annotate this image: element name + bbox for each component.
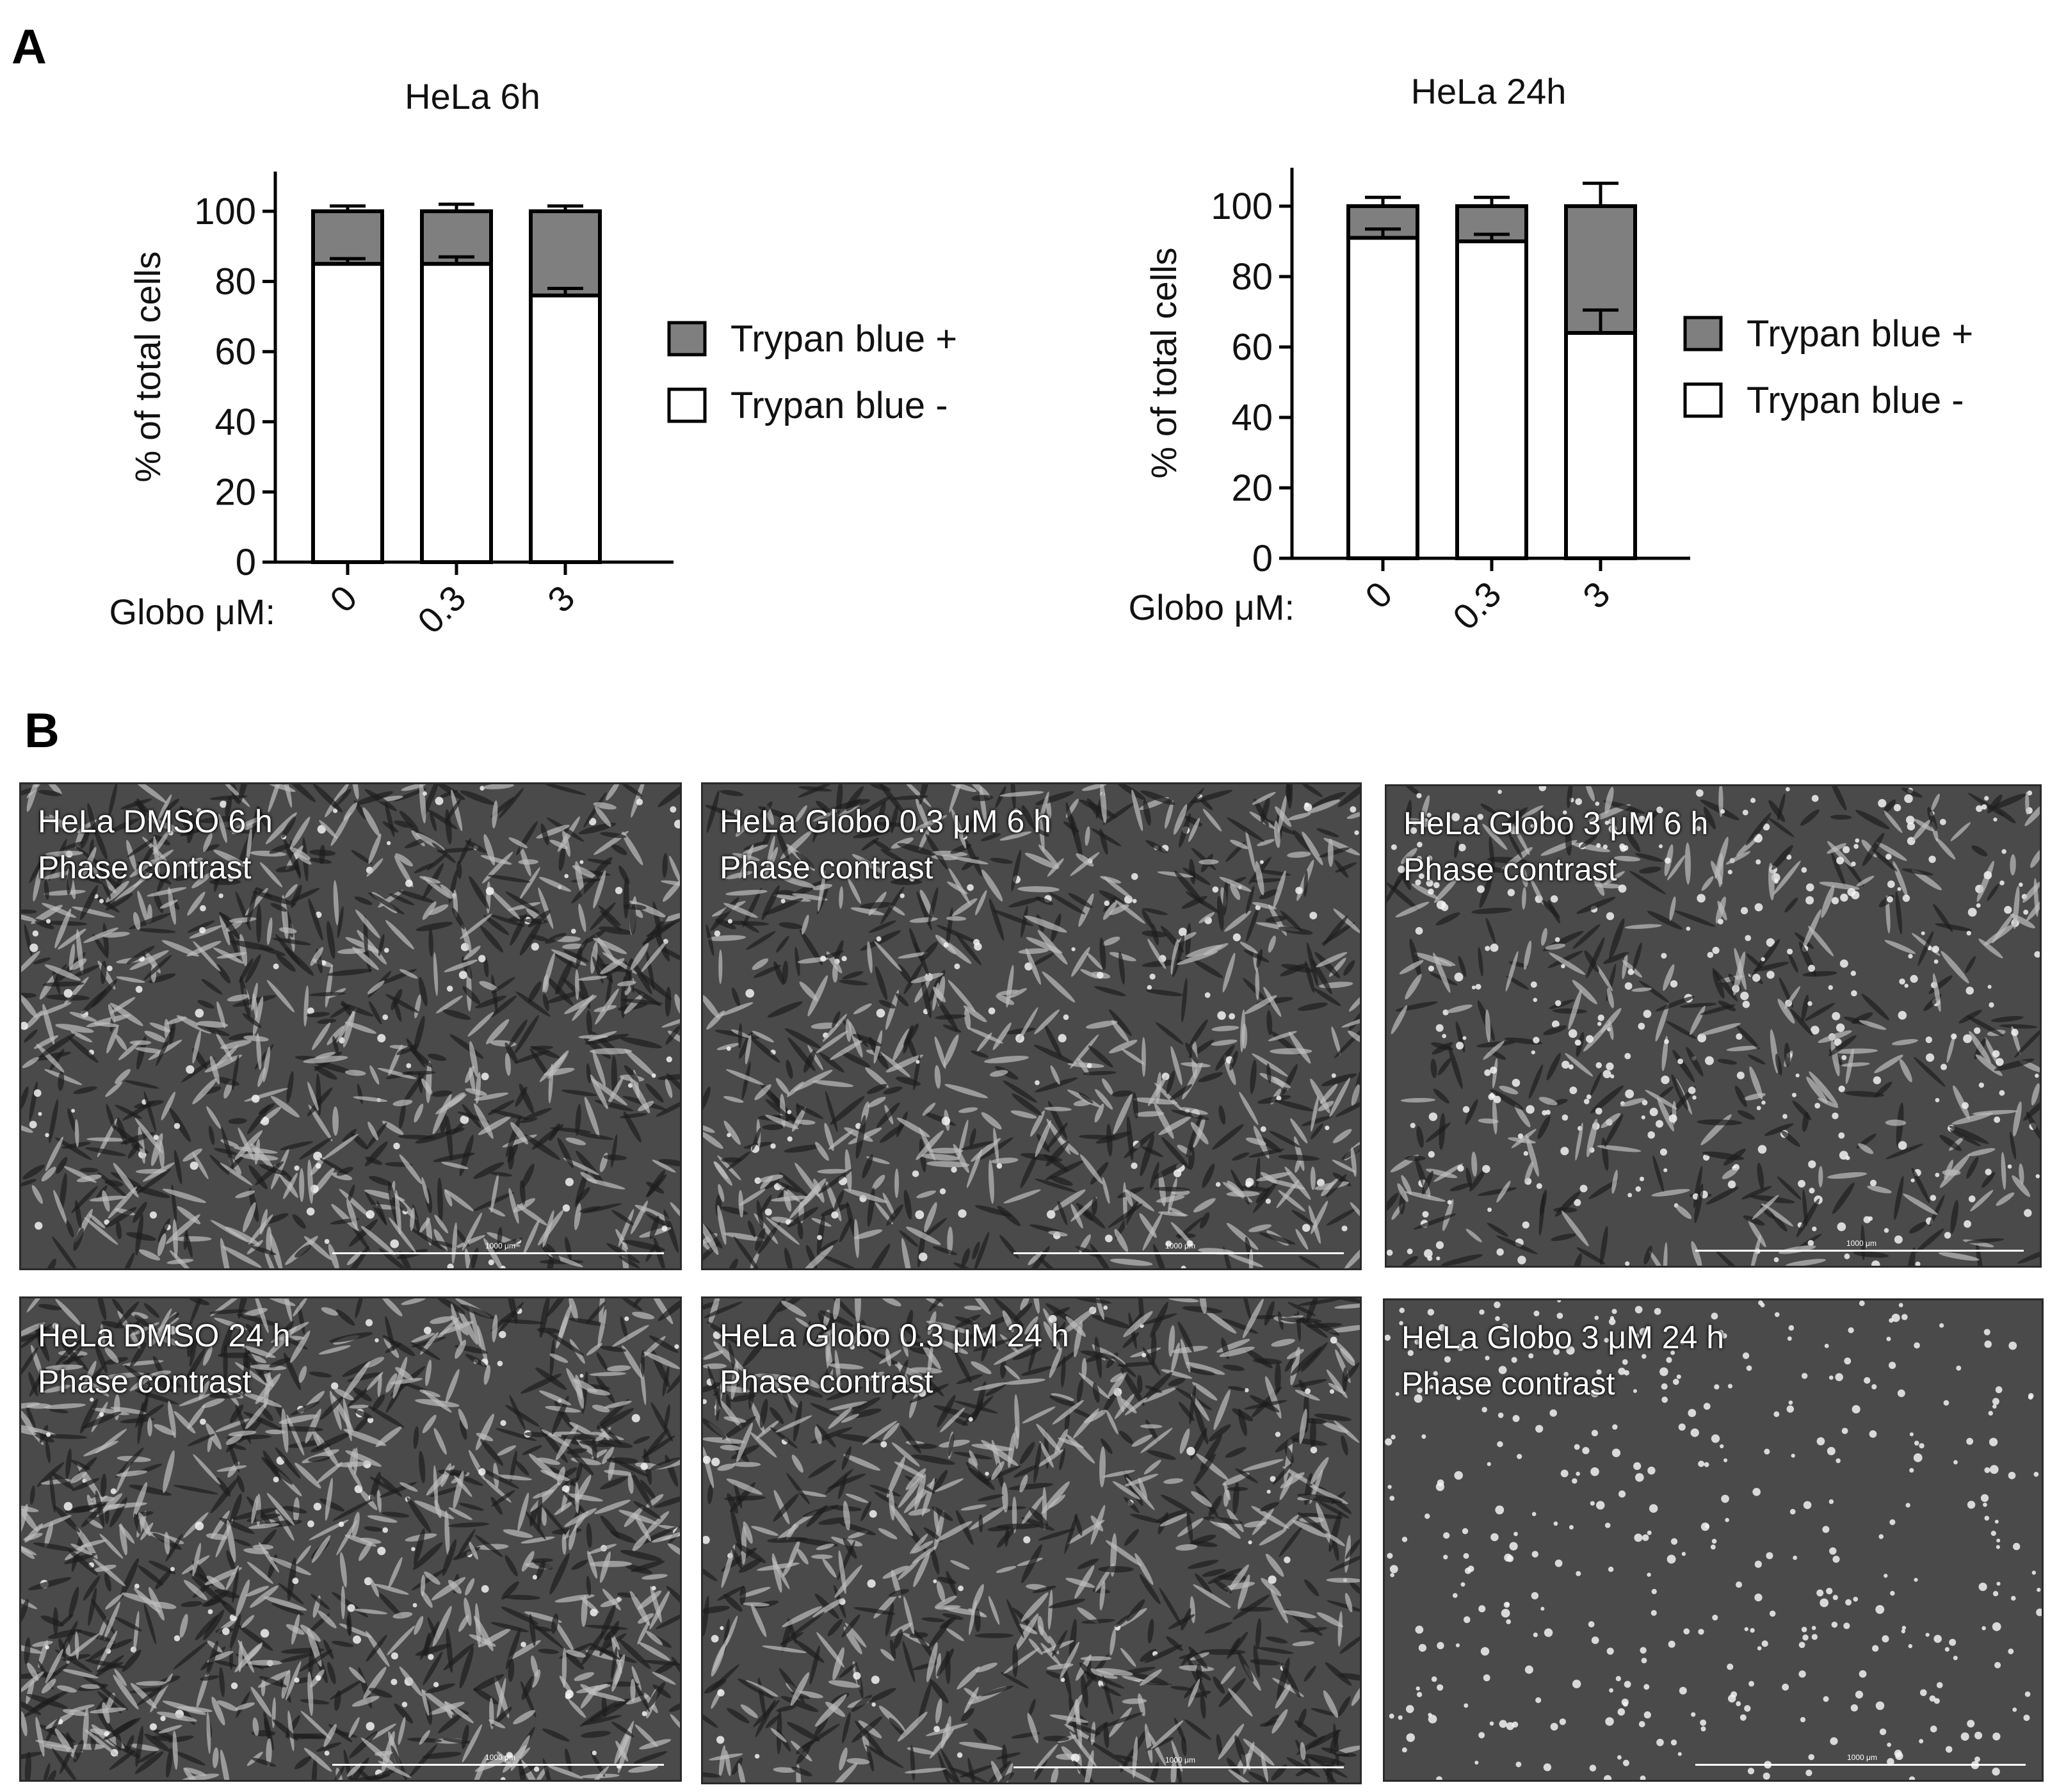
micrograph-panel: HeLa Globo 3 μM 6 h Phase contrast 1000 μm [1385, 784, 2042, 1268]
chart1-y-tick-label: 0 [236, 542, 256, 583]
micrograph-caption: HeLa Globo 3 μM 6 h Phase contrast [1403, 800, 1708, 892]
micrograph-title: HeLa Globo 0.3 μM 6 h [720, 803, 1051, 839]
chart1-bar-negative [311, 262, 384, 564]
panel-label-b: B [24, 704, 60, 758]
chart2-y-tick-label: 80 [1231, 256, 1273, 298]
chart2-y-axis-label: % of total cells [1143, 247, 1184, 478]
chart1-x-tick-label: 0.3 [410, 577, 474, 642]
chart2-bar-negative [1564, 331, 1637, 560]
chart1-y-tick-label: 80 [214, 261, 256, 303]
chart2-y-tick-label: 60 [1231, 327, 1273, 368]
cell-texture [21, 1298, 680, 1780]
bar-charts: HeLa 6h 0 20 40 60 80 100 % of total cells Globo… [109, 71, 1974, 642]
micrograph-title: HeLa DMSO 24 h [38, 1318, 291, 1353]
micrograph-subtitle: Phase contrast [1403, 852, 1617, 887]
chart1-legend-label-negative: Trypan blue - [730, 385, 948, 426]
chart1-legend-swatch-positive [667, 321, 707, 357]
chart2-x-tick-label: 0.3 [1445, 574, 1509, 638]
micrograph-caption: HeLa Globo 0.3 μM 24 h Phase contrast [720, 1312, 1069, 1405]
chart2-y-tick-label: 40 [1231, 397, 1273, 439]
scale-bar-label: 1000 μm [1165, 1241, 1195, 1250]
chart1-y-axis-label: % of total cells [127, 251, 168, 482]
panel-label-a: A [12, 20, 47, 74]
chart2-x-tick-label: 0 [1357, 574, 1400, 617]
scale-bar [332, 1252, 664, 1254]
chart2-bar-negative [1346, 236, 1419, 560]
scale-bar-label: 1000 μm [1165, 1756, 1195, 1764]
chart2-x-tick-label: 3 [1575, 574, 1618, 617]
scale-bar-label: 1000 μm [485, 1753, 515, 1762]
cell-texture [703, 1298, 1360, 1782]
micrograph-title: HeLa Globo 3 μM 6 h [1403, 805, 1709, 841]
chart1-y-tick-label: 60 [214, 331, 256, 373]
chart2-legend-label-positive: Trypan blue + [1747, 313, 1973, 355]
micrograph-caption: HeLa DMSO 24 h Phase contrast [38, 1312, 291, 1405]
chart1-bar-negative [529, 293, 602, 564]
chart1-legend-label-positive: Trypan blue + [730, 318, 957, 360]
micrograph-panel: HeLa DMSO 6 h Phase contrast 1000 μm [19, 782, 682, 1270]
micrograph-panel: HeLa Globo 0.3 μM 6 h Phase contrast 1000 … [701, 782, 1362, 1270]
micrograph-panel: HeLa Globo 3 μM 24 h Phase contrast 1000 μ… [1383, 1298, 2044, 1782]
chart2-title: HeLa 24h [1411, 71, 1567, 111]
micrograph-panel: HeLa Globo 0.3 μM 24 h Phase contrast 1000… [701, 1296, 1362, 1784]
scale-bar [1013, 1766, 1344, 1768]
micrograph-subtitle: Phase contrast [1401, 1366, 1615, 1401]
cell-texture [1385, 1300, 2042, 1780]
chart1-legend-swatch-negative [667, 387, 707, 423]
chart1-title: HeLa 6h [405, 76, 540, 117]
chart2-legend-swatch-positive [1683, 316, 1723, 351]
chart2-legend-label-negative: Trypan blue - [1747, 380, 1964, 421]
chart2-y-tick-label: 100 [1211, 186, 1273, 227]
scale-bar [1695, 1764, 2026, 1766]
micrograph-subtitle: Phase contrast [720, 850, 933, 885]
micrograph-caption: HeLa Globo 0.3 μM 6 h Phase contrast [720, 798, 1051, 891]
chart2-legend-swatch-negative [1683, 382, 1723, 418]
chart2-y-tick-label: 20 [1231, 467, 1273, 509]
cell-texture [1387, 786, 2040, 1266]
scale-bar [1695, 1250, 2024, 1252]
micrograph-caption: HeLa DMSO 6 h Phase contrast [38, 798, 273, 891]
chart1-y-tick-label: 20 [214, 471, 256, 513]
scale-bar-label: 1000 μm [485, 1241, 515, 1250]
chart2-y-tick-label: 0 [1252, 538, 1273, 579]
chart1-y-tick-label: 40 [214, 401, 256, 443]
micrograph-title: HeLa Globo 0.3 μM 24 h [720, 1318, 1069, 1353]
scale-bar [332, 1764, 664, 1766]
micrograph-caption: HeLa Globo 3 μM 24 h Phase contrast [1401, 1314, 1724, 1407]
scale-bar-label: 1000 μm [1846, 1239, 1876, 1248]
chart1-bar-positive [311, 209, 384, 266]
chart1-bar-negative [420, 262, 493, 564]
chart1-y-tick-label: 100 [194, 191, 256, 232]
micrograph-subtitle: Phase contrast [38, 1364, 252, 1400]
cell-texture [703, 784, 1360, 1268]
micrograph-title: HeLa Globo 3 μM 24 h [1401, 1320, 1725, 1355]
chart2-bar-negative [1455, 239, 1528, 560]
scale-bar-label: 1000 μm [1847, 1753, 1877, 1762]
micrograph-panel: HeLa DMSO 24 h Phase contrast 1000 μm [19, 1296, 682, 1782]
chart1-x-tick-label: 0 [322, 577, 365, 620]
chart1-x-tick-label: 3 [540, 577, 583, 620]
cell-texture [21, 784, 680, 1268]
micrograph-subtitle: Phase contrast [38, 850, 252, 885]
scale-bar [1013, 1252, 1344, 1254]
chart2-x-axis-label: Globo μM: [1129, 587, 1295, 627]
chart1-x-axis-label: Globo μM: [109, 592, 275, 632]
micrograph-subtitle: Phase contrast [720, 1364, 933, 1400]
chart1-bar-positive [529, 209, 602, 298]
micrograph-title: HeLa DMSO 6 h [38, 803, 273, 839]
